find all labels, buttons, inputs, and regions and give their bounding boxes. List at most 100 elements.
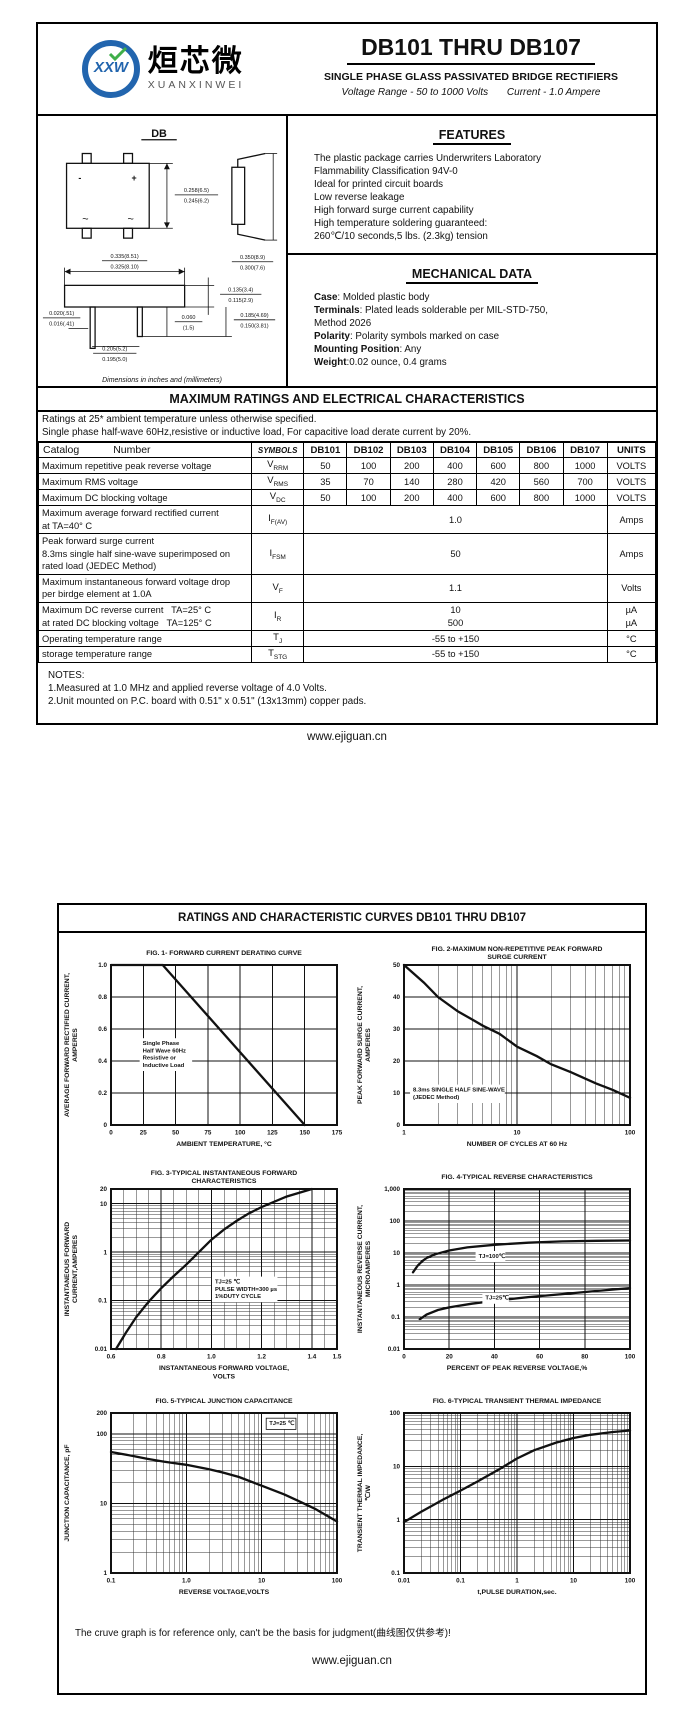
- value-cell: 200: [389, 457, 434, 475]
- units-cell: VOLTS: [606, 473, 657, 491]
- ratings-table: Catalog Number SYMBOLS DB101 DB102 DB103 …: [37, 442, 657, 663]
- row-label: Maximum average forward rectified curren…: [37, 505, 253, 535]
- svg-text:75: 75: [204, 1130, 212, 1137]
- svg-text:AMPERES: AMPERES: [72, 1028, 79, 1062]
- svg-text:INSTANTANEOUS FORWARD VOLTAGE,: INSTANTANEOUS FORWARD VOLTAGE,: [158, 1365, 288, 1372]
- dim-d7-bottom: 0.195(5.0): [102, 357, 127, 363]
- svg-text:20: 20: [99, 1186, 107, 1193]
- fig-6-transient-thermal-impedance-chart: FIG. 6-TYPICAL TRANSIENT THERMAL IMPEDAN…: [352, 1391, 645, 1615]
- symbol-cell: VRRM: [251, 457, 305, 475]
- feature-item: High forward surge current capability: [314, 204, 474, 216]
- mechanical-data-section: MECHANICAL DATA Case: Molded plastic bod…: [288, 265, 656, 380]
- row-label: Maximum DC reverse current TA=25° C at r…: [37, 601, 253, 632]
- units-cell: VOLTS: [606, 489, 657, 507]
- svg-text:30: 30: [392, 1026, 400, 1033]
- svg-text:100: 100: [234, 1130, 245, 1137]
- svg-text:60: 60: [536, 1354, 544, 1361]
- svg-text:1.0: 1.0: [181, 1578, 190, 1585]
- symbol-cell: IFSM: [251, 533, 305, 575]
- value-cell-span: 10 500: [303, 601, 608, 632]
- svg-text:t,PULSE DURATION,sec.: t,PULSE DURATION,sec.: [477, 1589, 556, 1596]
- note-1: 1.Measured at 1.0 MHz and applied revers…: [48, 683, 327, 695]
- mech-item: Polarity: Polarity symbols marked on cas…: [314, 331, 500, 343]
- value-cell-span: -55 to +150: [303, 645, 608, 663]
- svg-text:1: 1: [103, 1249, 107, 1256]
- value-cell: 1000: [562, 489, 608, 507]
- value-cell: 100: [346, 489, 391, 507]
- svg-text:175: 175: [331, 1130, 342, 1137]
- footer-url-page1[interactable]: www.ejiguan.cn: [307, 731, 387, 743]
- units-cell: °C: [606, 645, 657, 663]
- dim-d7-top: 0.205(5.2): [102, 346, 127, 352]
- svg-text:JUNCTION CAPACITANCE, pF: JUNCTION CAPACITANCE, pF: [64, 1444, 71, 1541]
- table-row-ifsm: Peak forward surge current 8.3ms single h…: [37, 533, 657, 575]
- svg-text:TRANSIENT THERMAL IMPEDANCE,: TRANSIENT THERMAL IMPEDANCE,: [357, 1434, 364, 1553]
- svg-text:1: 1: [396, 1282, 400, 1289]
- brand-text: 烜芯微 XUANXINWEI: [148, 47, 245, 92]
- notes-section: NOTES: 1.Measured at 1.0 MHz and applied…: [38, 663, 656, 723]
- svg-text:10: 10: [99, 1201, 107, 1208]
- svg-text:20: 20: [392, 1058, 400, 1065]
- svg-text:8.3ms SINGLE HALF SINE-WAVE: 8.3ms SINGLE HALF SINE-WAVE: [413, 1088, 505, 1094]
- footer-url-page2[interactable]: www.ejiguan.cn: [312, 1655, 392, 1667]
- value-cell: 280: [432, 473, 478, 491]
- feature-item: Ideal for printed circuit boards: [314, 178, 444, 190]
- mechanical-data-title: MECHANICAL DATA: [405, 267, 539, 285]
- row-label: Maximum RMS voltage: [37, 473, 253, 491]
- curves-title-band: RATINGS AND CHARACTERISTIC CURVES DB101 …: [59, 905, 645, 933]
- dim-d6-bottom: 0.016(.41): [49, 322, 74, 328]
- svg-text:INSTANTANEOUS FORWARD: INSTANTANEOUS FORWARD: [64, 1222, 71, 1316]
- value-cell: 400: [432, 457, 478, 475]
- page-1: XXW 烜芯微 XUANXINWEI DB101 THRU DB107 SING…: [36, 22, 658, 725]
- symbol-cell: TJ: [251, 630, 305, 647]
- svg-text:20: 20: [445, 1354, 453, 1361]
- fig-4-reverse-characteristics-chart: TJ=100℃ TJ=25℃ FIG. 4-TYPICAL REVERSE CHAR…: [352, 1167, 645, 1391]
- fig-1-forward-current-derating-chart: Single Phase Half Wave 60Hz Resistive or In…: [59, 943, 352, 1167]
- svg-text:NUMBER OF CYCLES AT 60 Hz: NUMBER OF CYCLES AT 60 Hz: [466, 1141, 567, 1148]
- col-header-db103: DB103: [389, 442, 434, 459]
- svg-text:100: 100: [624, 1354, 635, 1361]
- value-cell-span: 50: [303, 533, 608, 575]
- symbol-cell: VDC: [251, 489, 305, 507]
- svg-text:Inductive Load: Inductive Load: [142, 1063, 184, 1069]
- table-row-vdc: Maximum DC blocking voltage VDC 50 100 2…: [37, 489, 657, 507]
- svg-text:10: 10: [258, 1578, 266, 1585]
- row-label: Maximum repetitive peak reverse voltage: [37, 457, 253, 475]
- dim-d5-top: 0.185(4.69): [240, 313, 268, 319]
- svg-text:FIG. 6-TYPICAL TRANSIENT THERM: FIG. 6-TYPICAL TRANSIENT THERMAL IMPEDAN…: [432, 1398, 601, 1405]
- svg-text:PERCENT OF PEAK REVERSE VOLTAG: PERCENT OF PEAK REVERSE VOLTAGE,%: [446, 1365, 587, 1372]
- part-number-title: DB101 THRU DB107: [347, 34, 595, 65]
- svg-text:0.1: 0.1: [456, 1578, 465, 1585]
- fig-5-junction-capacitance-chart: TJ=25 ℃ FIG. 5-TYPICAL JUNCTION CAPACITAN…: [59, 1391, 352, 1615]
- dim-d3-bottom: 0.325(8.10): [111, 265, 139, 271]
- symbol-cell: IR: [251, 601, 305, 632]
- svg-text:0.1: 0.1: [106, 1578, 115, 1585]
- svg-text:80: 80: [581, 1354, 589, 1361]
- value-cell: 35: [303, 473, 348, 491]
- max-ratings-band: MAXIMUM RATINGS AND ELECTRICAL CHARACTER…: [38, 388, 656, 412]
- svg-text:1: 1: [396, 1517, 400, 1524]
- svg-text:0.4: 0.4: [98, 1058, 107, 1065]
- svg-text:0.1: 0.1: [98, 1298, 107, 1305]
- svg-text:VOLTS: VOLTS: [212, 1374, 235, 1381]
- value-cell-span: 1.0: [303, 505, 608, 535]
- value-cell: 140: [389, 473, 434, 491]
- dim-d4-top: 0.135(3.4): [228, 287, 253, 293]
- feature-item: Flammability Classification 94V-0: [314, 165, 458, 177]
- svg-text:40: 40: [490, 1354, 498, 1361]
- svg-text:TJ=100℃: TJ=100℃: [478, 1253, 505, 1260]
- value-cell: 420: [476, 473, 521, 491]
- svg-text:0.1: 0.1: [391, 1570, 400, 1577]
- svg-text:TJ=25℃: TJ=25℃: [485, 1295, 509, 1302]
- dim-d3-top: 0.335(8.51): [111, 254, 139, 260]
- value-cell: 400: [432, 489, 478, 507]
- svg-text:FIG. 2-MAXIMUM NON-REPETITIVE: FIG. 2-MAXIMUM NON-REPETITIVE PEAK FORWA…: [431, 946, 602, 953]
- svg-text:10: 10: [569, 1578, 577, 1585]
- svg-text:10: 10: [99, 1501, 107, 1508]
- header: XXW 烜芯微 XUANXINWEI DB101 THRU DB107 SING…: [38, 24, 656, 116]
- units-cell: VOLTS: [606, 457, 657, 475]
- package-name-label: DB: [151, 128, 167, 140]
- mechanical-data-list: Case: Molded plastic body Terminals: Pla…: [288, 290, 656, 380]
- mech-item: Case: Molded plastic body: [314, 292, 430, 304]
- fig-3-instantaneous-forward-chart: TJ=25 ℃ PULSE WIDTH=300 µs 1%DUTY CYCLE FIG…: [59, 1167, 352, 1391]
